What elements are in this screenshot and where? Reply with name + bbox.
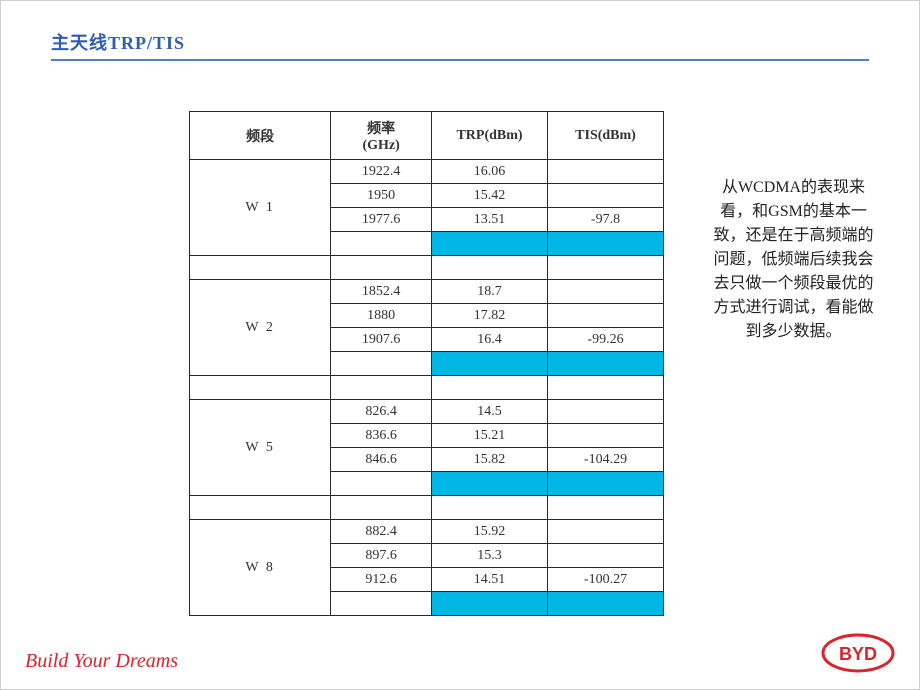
page-title: 主天线TRP/TIS xyxy=(51,29,185,55)
trp-cell: 13.51 xyxy=(432,208,548,232)
freq-cell: 1852.4 xyxy=(331,280,432,304)
table-header-row: 频段 频率 (GHz) TRP(dBm) TIS(dBm) xyxy=(190,112,664,160)
tis-cell xyxy=(548,304,664,328)
col-header-freq: 频率 (GHz) xyxy=(331,112,432,160)
title-bar: 主天线TRP/TIS xyxy=(51,25,869,61)
trp-cell: 16.4 xyxy=(432,328,548,352)
tis-cell: -104.29 xyxy=(548,448,664,472)
spacer-cell xyxy=(432,256,548,280)
spacer-cell xyxy=(548,496,664,520)
slogan: Build Your Dreams xyxy=(25,650,178,673)
highlight-cell xyxy=(432,352,548,376)
spacer-cell xyxy=(190,376,331,400)
slide: 主天线TRP/TIS 频段 频率 (GHz) TRP(dBm) TIS(dBm)… xyxy=(0,0,920,690)
highlight-cell xyxy=(331,352,432,376)
tis-cell: -100.27 xyxy=(548,568,664,592)
table-row: W 5826.414.5 xyxy=(190,400,664,424)
freq-cell: 1950 xyxy=(331,184,432,208)
spacer-cell xyxy=(331,256,432,280)
tis-cell xyxy=(548,184,664,208)
band-cell: W 8 xyxy=(190,520,331,616)
table-row: W 21852.418.7 xyxy=(190,280,664,304)
col-header-tis-label: TIS(dBm) xyxy=(575,128,636,143)
col-header-trp-label: TRP(dBm) xyxy=(456,128,522,143)
band-cell: W 5 xyxy=(190,400,331,496)
highlight-cell xyxy=(432,472,548,496)
spacer-cell xyxy=(190,256,331,280)
freq-cell: 826.4 xyxy=(331,400,432,424)
tis-cell xyxy=(548,424,664,448)
trp-cell: 17.82 xyxy=(432,304,548,328)
freq-cell: 1880 xyxy=(331,304,432,328)
table-row: W 8882.415.92 xyxy=(190,520,664,544)
highlight-cell xyxy=(432,592,548,616)
highlight-cell xyxy=(331,472,432,496)
col-header-trp: TRP(dBm) xyxy=(432,112,548,160)
trp-cell: 18.7 xyxy=(432,280,548,304)
highlight-cell xyxy=(331,592,432,616)
trp-cell: 14.51 xyxy=(432,568,548,592)
byd-logo-text: BYD xyxy=(839,644,877,664)
side-note: 从WCDMA的表现来看，和GSM的基本一致，还是在于高频端的问题，低频端后续我会… xyxy=(706,176,881,344)
spacer-cell xyxy=(548,256,664,280)
col-header-band-label: 频段 xyxy=(246,130,274,145)
freq-cell: 836.6 xyxy=(331,424,432,448)
trp-cell: 16.06 xyxy=(432,160,548,184)
highlight-cell xyxy=(331,232,432,256)
band-cell: W 2 xyxy=(190,280,331,376)
trp-cell: 14.5 xyxy=(432,400,548,424)
spacer-cell xyxy=(331,496,432,520)
tis-cell xyxy=(548,544,664,568)
spacer-cell xyxy=(432,496,548,520)
tis-cell xyxy=(548,520,664,544)
spacer-cell xyxy=(331,376,432,400)
table-row: W 11922.416.06 xyxy=(190,160,664,184)
spacer-cell xyxy=(548,376,664,400)
highlight-cell xyxy=(548,592,664,616)
spacer-cell xyxy=(190,496,331,520)
col-header-band: 频段 xyxy=(190,112,331,160)
trp-cell: 15.82 xyxy=(432,448,548,472)
col-header-freq-label: 频率 (GHz) xyxy=(362,122,399,153)
tis-cell: -97.8 xyxy=(548,208,664,232)
highlight-cell xyxy=(548,472,664,496)
spacer-cell xyxy=(432,376,548,400)
highlight-cell xyxy=(548,352,664,376)
freq-cell: 882.4 xyxy=(331,520,432,544)
spacer-row xyxy=(190,496,664,520)
trp-cell: 15.3 xyxy=(432,544,548,568)
trp-cell: 15.21 xyxy=(432,424,548,448)
spacer-row xyxy=(190,376,664,400)
band-cell: W 1 xyxy=(190,160,331,256)
highlight-cell xyxy=(548,232,664,256)
footer: Build Your Dreams BYD xyxy=(25,633,895,673)
tis-cell xyxy=(548,280,664,304)
trp-cell: 15.42 xyxy=(432,184,548,208)
freq-cell: 1907.6 xyxy=(331,328,432,352)
freq-cell: 1977.6 xyxy=(331,208,432,232)
spacer-row xyxy=(190,256,664,280)
trp-cell: 15.92 xyxy=(432,520,548,544)
freq-cell: 1922.4 xyxy=(331,160,432,184)
tis-cell: -99.26 xyxy=(548,328,664,352)
trp-tis-table: 频段 频率 (GHz) TRP(dBm) TIS(dBm) W 11922.41… xyxy=(189,111,664,616)
byd-logo-icon: BYD xyxy=(821,633,895,673)
col-header-tis: TIS(dBm) xyxy=(548,112,664,160)
freq-cell: 912.6 xyxy=(331,568,432,592)
tis-cell xyxy=(548,160,664,184)
freq-cell: 897.6 xyxy=(331,544,432,568)
highlight-cell xyxy=(432,232,548,256)
trp-tis-table-container: 频段 频率 (GHz) TRP(dBm) TIS(dBm) W 11922.41… xyxy=(189,111,664,616)
tis-cell xyxy=(548,400,664,424)
freq-cell: 846.6 xyxy=(331,448,432,472)
